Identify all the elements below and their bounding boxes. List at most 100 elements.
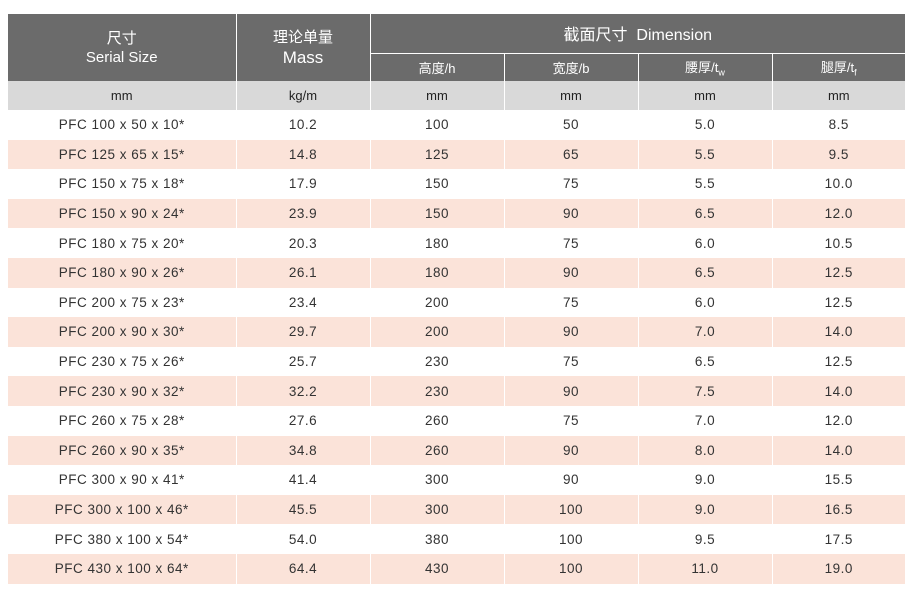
value-cell: 26.1 <box>236 257 371 288</box>
value-cell: 8.0 <box>638 435 773 466</box>
value-cell: 25.7 <box>236 346 371 377</box>
serial-size-cell: PFC 230 x 75 x 26* <box>8 346 237 377</box>
serial-size-cell: PFC 260 x 90 x 35* <box>8 435 237 466</box>
value-cell: 5.5 <box>638 139 773 170</box>
value-cell: 54.0 <box>236 524 371 554</box>
table-row: PFC 260 x 75 x 28* 27.6 260 75 7.0 12.0 <box>8 405 906 436</box>
value-cell: 10.2 <box>236 110 371 140</box>
value-cell: 12.5 <box>772 287 906 318</box>
value-cell: 260 <box>370 435 505 466</box>
value-cell: 9.0 <box>638 465 773 495</box>
value-cell: 6.0 <box>638 228 773 258</box>
serial-size-en: Serial Size <box>85 48 158 66</box>
value-cell: 430 <box>370 553 505 584</box>
value-cell: 100 <box>370 110 505 140</box>
serial-size-cell: PFC 150 x 90 x 24* <box>8 198 237 229</box>
header-row-sub: 高度/h 宽度/b 腰厚/tw 腿厚/tf <box>8 52 906 81</box>
value-cell: 230 <box>370 346 505 377</box>
value-cell: 6.5 <box>638 257 773 288</box>
table-row: PFC 200 x 75 x 23* 23.4 200 75 6.0 12.5 <box>8 287 906 318</box>
value-cell: 100 <box>504 494 639 525</box>
serial-size-cell: PFC 300 x 90 x 41* <box>8 465 237 495</box>
serial-size-header: 尺寸 Serial Size <box>8 14 237 81</box>
value-cell: 17.5 <box>772 524 906 554</box>
value-cell: 9.5 <box>772 139 906 170</box>
value-cell: 200 <box>370 317 505 347</box>
mass-header: 理论单量 Mass <box>236 14 371 81</box>
value-cell: 180 <box>370 257 505 288</box>
value-cell: 15.5 <box>772 465 906 495</box>
serial-size-cell: PFC 380 x 100 x 54* <box>8 524 237 554</box>
serial-size-cell: PFC 230 x 90 x 32* <box>8 376 237 406</box>
mass-en: Mass <box>282 47 324 67</box>
table-row: PFC 100 x 50 x 10* 10.2 100 50 5.0 8.5 <box>8 110 906 140</box>
table-row: PFC 300 x 100 x 46* 45.5 300 100 9.0 16.5 <box>8 494 906 525</box>
serial-size-cell: PFC 200 x 90 x 30* <box>8 317 237 347</box>
value-cell: 14.0 <box>772 376 906 406</box>
value-cell: 230 <box>370 376 505 406</box>
serial-size-cell: PFC 125 x 65 x 15* <box>8 139 237 170</box>
unit-cell: mm <box>638 81 773 110</box>
value-cell: 14.0 <box>772 317 906 347</box>
unit-cell: mm <box>504 81 639 110</box>
table-row: PFC 260 x 90 x 35* 34.8 260 90 8.0 14.0 <box>8 435 906 466</box>
unit-cell: kg/m <box>236 81 371 110</box>
web-thickness-label: 腰厚/t <box>685 59 719 75</box>
value-cell: 75 <box>504 405 639 436</box>
unit-cell: mm <box>8 81 237 110</box>
value-cell: 125 <box>370 139 505 170</box>
value-cell: 380 <box>370 524 505 554</box>
table-row: PFC 430 x 100 x 64* 64.4 430 100 11.0 19.0 <box>8 553 906 584</box>
flange-thickness-header: 腿厚/tf <box>772 52 906 81</box>
value-cell: 300 <box>370 494 505 525</box>
value-cell: 41.4 <box>236 465 371 495</box>
value-cell: 6.5 <box>638 198 773 229</box>
table-row: PFC 150 x 75 x 18* 17.9 150 75 5.5 10.0 <box>8 169 906 199</box>
serial-size-cell: PFC 260 x 75 x 28* <box>8 405 237 436</box>
value-cell: 300 <box>370 465 505 495</box>
value-cell: 27.6 <box>236 405 371 436</box>
value-cell: 90 <box>504 317 639 347</box>
value-cell: 34.8 <box>236 435 371 466</box>
value-cell: 7.5 <box>638 376 773 406</box>
value-cell: 32.2 <box>236 376 371 406</box>
value-cell: 6.5 <box>638 346 773 377</box>
value-cell: 65 <box>504 139 639 170</box>
width-header: 宽度/b <box>504 52 639 81</box>
value-cell: 90 <box>504 198 639 229</box>
table-row: PFC 380 x 100 x 54* 54.0 380 100 9.5 17.5 <box>8 524 906 554</box>
value-cell: 180 <box>370 228 505 258</box>
value-cell: 50 <box>504 110 639 140</box>
value-cell: 9.0 <box>638 494 773 525</box>
value-cell: 90 <box>504 257 639 288</box>
value-cell: 260 <box>370 405 505 436</box>
value-cell: 29.7 <box>236 317 371 347</box>
value-cell: 6.0 <box>638 287 773 318</box>
value-cell: 12.0 <box>772 198 906 229</box>
table-row: PFC 125 x 65 x 15* 14.8 125 65 5.5 9.5 <box>8 139 906 170</box>
value-cell: 12.0 <box>772 405 906 436</box>
value-cell: 75 <box>504 346 639 377</box>
value-cell: 17.9 <box>236 169 371 199</box>
table-row: PFC 230 x 90 x 32* 32.2 230 90 7.5 14.0 <box>8 376 906 406</box>
serial-size-cell: PFC 100 x 50 x 10* <box>8 110 237 140</box>
serial-size-cell: PFC 180 x 90 x 26* <box>8 257 237 288</box>
unit-cell: mm <box>370 81 505 110</box>
height-header: 高度/h <box>370 52 505 81</box>
value-cell: 7.0 <box>638 317 773 347</box>
value-cell: 100 <box>504 524 639 554</box>
flange-thickness-sub: f <box>854 67 857 78</box>
value-cell: 10.5 <box>772 228 906 258</box>
mass-cn: 理论单量 <box>272 28 333 46</box>
value-cell: 10.0 <box>772 169 906 199</box>
value-cell: 5.5 <box>638 169 773 199</box>
value-cell: 19.0 <box>772 553 906 584</box>
value-cell: 14.8 <box>236 139 371 170</box>
value-cell: 45.5 <box>236 494 371 525</box>
value-cell: 9.5 <box>638 524 773 554</box>
value-cell: 200 <box>370 287 505 318</box>
value-cell: 90 <box>504 435 639 466</box>
units-row: mm kg/m mm mm mm mm <box>8 81 906 110</box>
table-row: PFC 150 x 90 x 24* 23.9 150 90 6.5 12.0 <box>8 198 906 229</box>
value-cell: 12.5 <box>772 257 906 288</box>
